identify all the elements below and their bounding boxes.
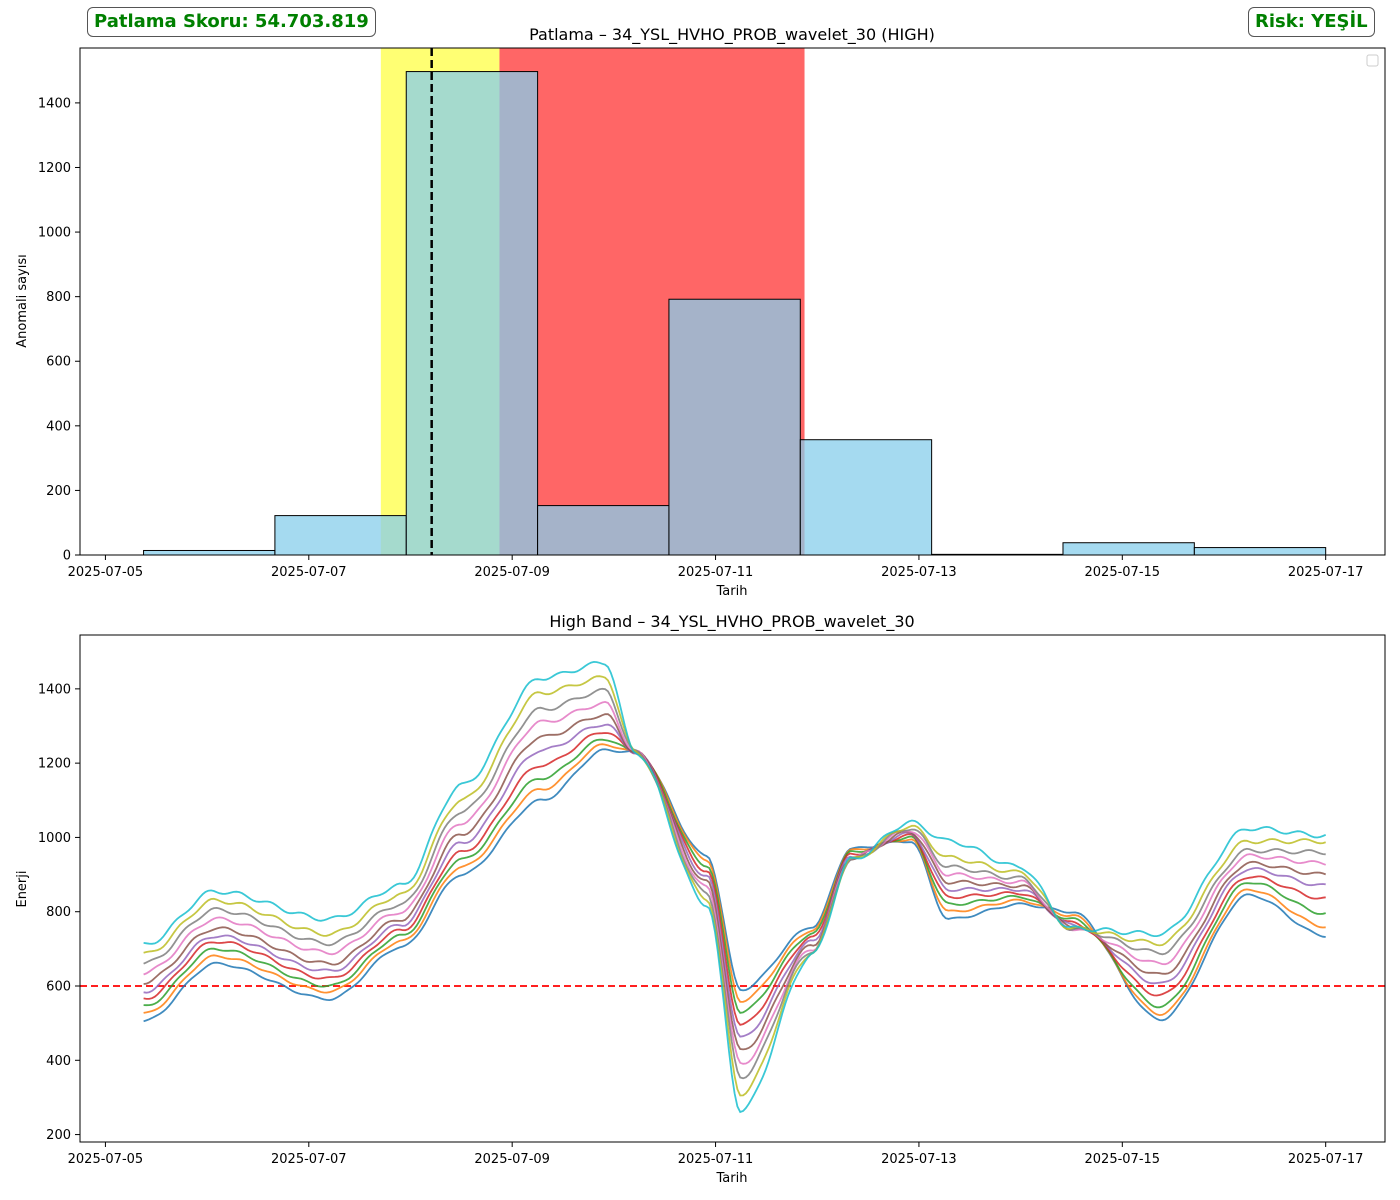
line-x-tick-label: 2025-07-13 — [881, 1152, 957, 1167]
line-y-tick-label: 1200 — [38, 757, 71, 772]
plot-frame — [79, 47, 1386, 556]
hist-y-tick-label: 1200 — [38, 161, 71, 176]
hist-x-tick-label: 2025-07-05 — [68, 565, 144, 580]
histogram-bar — [1193, 547, 1327, 556]
hist-x-tick-label: 2025-07-09 — [474, 565, 550, 580]
hist-x-tick-label: 2025-07-17 — [1288, 565, 1364, 580]
hist-x-tick-label: 2025-07-07 — [271, 565, 347, 580]
x-axis-ticks: 2025-07-05 2025-07-07 2025-07-09 2025-07-11… — [68, 1142, 1364, 1167]
energy-series — [143, 660, 1327, 1114]
plot-frame — [79, 634, 1386, 1143]
hist-x-tick-label: 2025-07-13 — [881, 565, 957, 580]
hist-y-tick-label: 600 — [46, 355, 71, 370]
line-x-tick-label: 2025-07-07 — [271, 1152, 347, 1167]
histogram-bars — [143, 71, 1327, 556]
line-x-tick-label: 2025-07-17 — [1288, 1152, 1364, 1167]
histogram-bar — [799, 439, 933, 556]
hist-y-tick-label: 1000 — [38, 226, 71, 241]
hist-y-tick-label: 1400 — [38, 96, 71, 111]
energy-series-line — [143, 713, 1327, 1051]
line-x-tick-label: 2025-07-15 — [1085, 1152, 1161, 1167]
risk-badge: Risk: YEŞİL — [1248, 7, 1375, 37]
histogram-bar — [537, 505, 670, 556]
energy-series-line — [143, 675, 1326, 1097]
hist-y-tick-label: 200 — [46, 484, 71, 499]
y-axis-ticks: 200 400 600 800 1000 1200 1400 — [38, 682, 80, 1143]
anomaly-histogram-panel: 2025-07-05 2025-07-07 2025-07-09 2025-07-11… — [15, 25, 1386, 599]
energy-series-line — [143, 743, 1326, 1017]
y-axis-ticks: 0 200 400 600 800 1000 1200 1400 — [38, 96, 80, 564]
energy-series-line — [143, 687, 1326, 1080]
hist-y-tick-label: 400 — [46, 419, 71, 434]
energy-series-line — [143, 748, 1326, 1023]
histogram-bar — [143, 549, 276, 556]
x-axis-ticks: 2025-07-05 2025-07-07 2025-07-09 2025-07-11… — [68, 555, 1364, 580]
line-y-tick-label: 1400 — [38, 682, 71, 697]
hist-x-tick-label: 2025-07-11 — [678, 565, 754, 580]
hist-y-tick-label: 800 — [46, 290, 71, 305]
energy-series-line — [143, 738, 1326, 1014]
histogram-bar — [668, 298, 801, 556]
score-badge: Patlama Skoru: 54.703.819 — [87, 7, 376, 37]
legend-box — [1366, 54, 1379, 67]
line-y-tick-label: 800 — [46, 905, 71, 920]
line-y-tick-label: 400 — [46, 1054, 71, 1069]
hist-x-tick-label: 2025-07-15 — [1085, 565, 1161, 580]
line-x-tick-label: 2025-07-11 — [678, 1152, 754, 1167]
x-axis-label: Tarih — [716, 1171, 748, 1186]
line-x-tick-label: 2025-07-09 — [474, 1152, 550, 1167]
energy-series-line — [143, 732, 1326, 1026]
hist-y-tick-label: 0 — [63, 549, 71, 564]
y-axis-label: Anomali sayısı — [15, 254, 30, 348]
y-axis-label: Enerji — [15, 870, 30, 907]
histogram-bar — [1062, 542, 1195, 556]
line-y-tick-label: 1000 — [38, 831, 71, 846]
line-x-tick-label: 2025-07-05 — [68, 1152, 144, 1167]
chart-title: High Band – 34_YSL_HVHO_PROB_wavelet_30 — [549, 612, 914, 632]
energy-series-line — [143, 660, 1327, 1114]
energy-series-line — [143, 700, 1327, 1065]
line-y-tick-label: 600 — [46, 980, 71, 995]
high-band-panel: 2025-07-05 2025-07-07 2025-07-09 2025-07-11… — [15, 612, 1386, 1186]
energy-series-line — [143, 723, 1326, 1038]
x-axis-label: Tarih — [716, 584, 748, 599]
histogram-bar — [405, 71, 539, 556]
line-y-tick-label: 200 — [46, 1128, 71, 1143]
chart-title: Patlama – 34_YSL_HVHO_PROB_wavelet_30 (H… — [529, 25, 935, 45]
histogram-bar — [274, 515, 407, 556]
